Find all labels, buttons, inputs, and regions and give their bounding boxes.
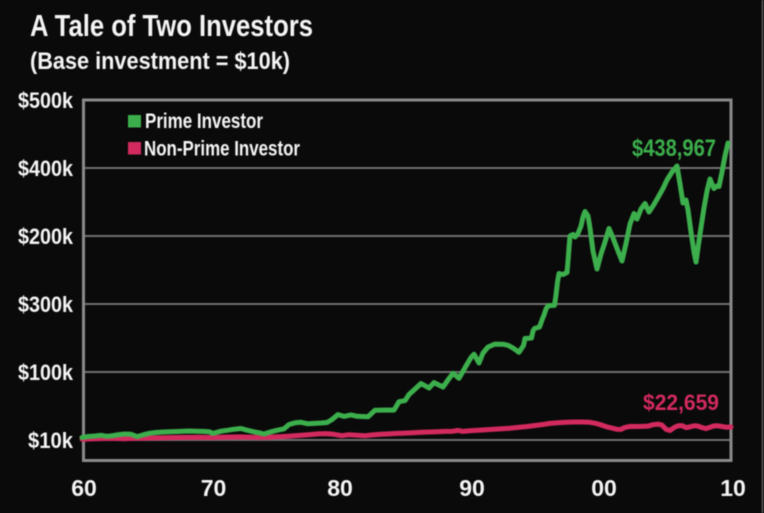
svg-text:70: 70 — [201, 475, 227, 501]
svg-text:90: 90 — [459, 475, 485, 501]
svg-text:$300k: $300k — [18, 292, 74, 317]
svg-text:Prime Investor: Prime Investor — [145, 110, 263, 133]
svg-text:00: 00 — [591, 475, 617, 501]
svg-text:$22,659: $22,659 — [643, 390, 719, 415]
svg-text:$100k: $100k — [18, 360, 74, 385]
svg-text:$200k: $200k — [18, 224, 74, 249]
svg-text:$10k: $10k — [28, 428, 74, 453]
svg-text:80: 80 — [327, 475, 353, 501]
svg-text:$400k: $400k — [18, 156, 74, 181]
svg-text:10: 10 — [720, 475, 746, 501]
svg-text:(Base investment = $10k): (Base investment = $10k) — [30, 48, 290, 75]
svg-text:60: 60 — [71, 475, 97, 501]
svg-text:Non-Prime Investor: Non-Prime Investor — [144, 138, 300, 161]
svg-text:$438,967: $438,967 — [632, 135, 716, 162]
svg-text:$500k: $500k — [18, 88, 74, 113]
svg-text:A Tale of Two Investors: A Tale of Two Investors — [30, 8, 313, 43]
